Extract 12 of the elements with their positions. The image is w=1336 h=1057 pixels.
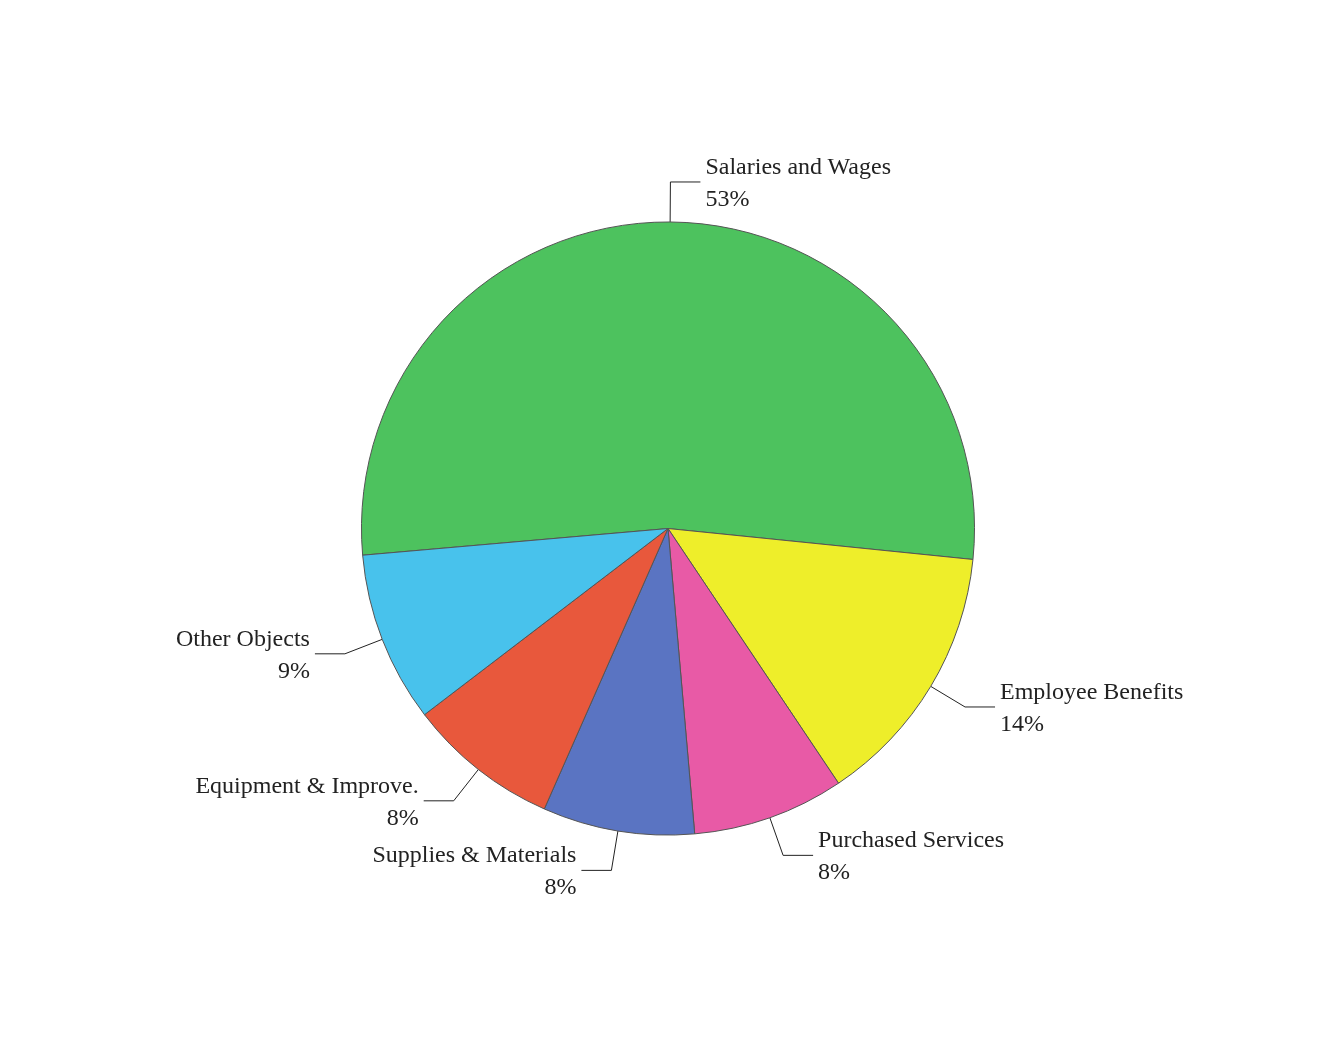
data-label: 9%: [277, 656, 310, 683]
data-label: 8%: [386, 803, 419, 830]
data-label: 14%: [1000, 709, 1045, 736]
slice-label: Equipment & Improve.: [195, 771, 419, 798]
data-label: 8%: [818, 858, 851, 885]
data-label: 8%: [544, 873, 577, 900]
slice-label: Employee Benefits: [1000, 677, 1184, 704]
slice-label: Other Objects: [175, 624, 310, 651]
slice-label: Purchased Services: [818, 826, 1005, 853]
slice-label: Supplies & Materials: [372, 841, 577, 868]
data-label: 53%: [705, 184, 750, 211]
slice-label: Salaries and Wages: [705, 152, 891, 179]
